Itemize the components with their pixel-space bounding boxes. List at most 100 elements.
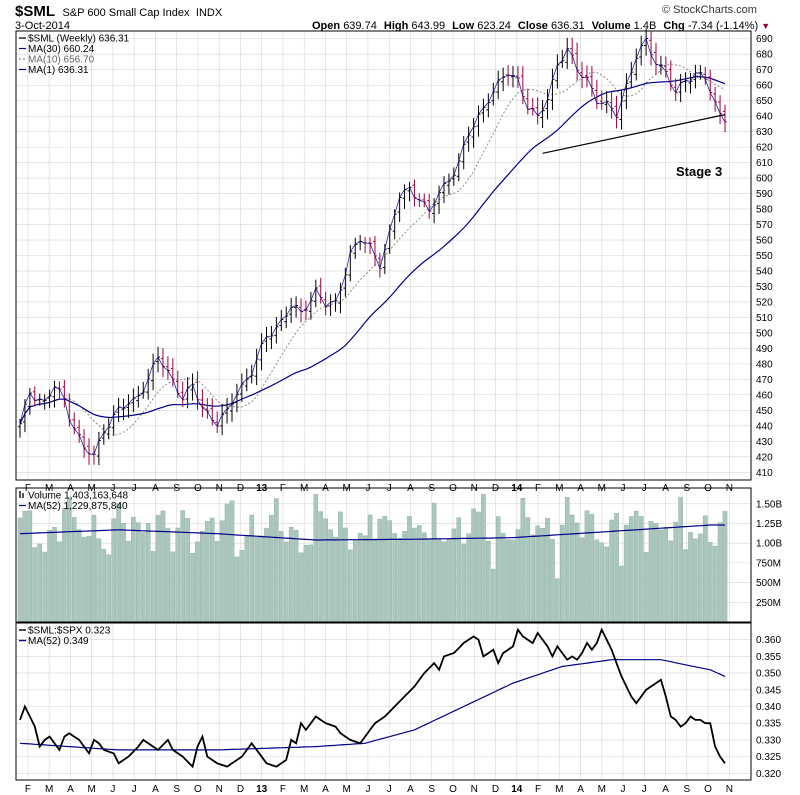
volume-bar xyxy=(67,497,72,623)
price-tick-label: 550 xyxy=(756,251,773,262)
volume-bar xyxy=(293,530,299,623)
x-tick-label: N xyxy=(216,784,223,795)
volume-bar xyxy=(530,534,536,623)
x-tick-label: O xyxy=(704,784,712,795)
volume-bar xyxy=(140,532,146,623)
volume-bar xyxy=(673,521,678,623)
x-tick-label: A xyxy=(322,784,329,795)
x-tick-label: D xyxy=(492,784,499,795)
ratio-tick-label: 0.325 xyxy=(756,752,781,763)
chart-header: $SML S&P 600 Small Cap Index INDX xyxy=(15,3,222,21)
x-tick-label: M xyxy=(343,784,351,795)
volume-bar xyxy=(412,527,417,623)
x-tick-label: J xyxy=(642,483,647,494)
chg-label: Chg xyxy=(663,20,685,32)
volume-bar xyxy=(387,520,393,623)
volume-bar xyxy=(42,551,47,623)
x-tick-label: F xyxy=(535,784,541,795)
down-arrow-icon: ▼ xyxy=(761,21,771,31)
stage-annotation: Stage 3 xyxy=(676,164,723,179)
x-tick-label: O xyxy=(449,483,457,494)
price-bar xyxy=(32,386,37,407)
volume-bar xyxy=(579,537,585,623)
volume-bar xyxy=(343,527,348,623)
volume-bar xyxy=(96,538,102,623)
x-tick-label: J xyxy=(387,784,392,795)
volume-bar xyxy=(540,527,545,623)
volume-bar xyxy=(525,517,531,623)
price-tick-label: 470 xyxy=(756,375,773,386)
x-axis: F M A M J J A S O N D 13 F M A M J J A S O N D 14 F M A M J J A S O NF M A M… xyxy=(25,483,733,795)
volume-bar xyxy=(274,498,279,623)
legend-entry: MA(30) 660.24 xyxy=(28,44,95,55)
price-bar xyxy=(47,389,52,409)
volume-bar xyxy=(461,543,467,623)
price-bar xyxy=(259,333,264,371)
volume-bar xyxy=(308,544,314,623)
volume-bar xyxy=(382,516,388,623)
ratio-line xyxy=(19,627,726,769)
volume-bar xyxy=(264,527,269,623)
volume-bar xyxy=(441,541,447,623)
volume-bar xyxy=(185,518,190,623)
volume-bar xyxy=(170,551,176,623)
volume-bar xyxy=(136,522,141,623)
volume-bar xyxy=(214,541,220,623)
volume-bar xyxy=(693,538,698,623)
quote-line: Open 639.74 High 643.99 Low 623.24 Close… xyxy=(312,20,770,32)
x-tick-label: J xyxy=(621,784,626,795)
x-tick-label: A xyxy=(322,483,329,494)
x-tick-label: F xyxy=(280,483,286,494)
legend-entry: MA(52) 0.349 xyxy=(28,636,89,647)
volume-bar xyxy=(653,522,659,623)
volume-bar xyxy=(545,518,550,623)
volume-bar xyxy=(175,527,181,623)
volume-bar xyxy=(150,551,156,623)
price-bar xyxy=(333,293,338,312)
price-bar xyxy=(584,65,589,88)
price-bar xyxy=(555,54,560,89)
price-bar xyxy=(402,184,407,210)
price-bar xyxy=(313,279,318,308)
ratio-tick-label: 0.360 xyxy=(756,635,781,646)
volume-bar xyxy=(476,511,481,623)
volume-bar xyxy=(648,521,654,623)
volume-frame xyxy=(15,487,752,623)
ratio-tick-label: 0.335 xyxy=(756,719,781,730)
x-tick-label: J xyxy=(365,483,370,494)
price-bar xyxy=(466,126,471,152)
volume-bar xyxy=(614,513,619,623)
price-bar xyxy=(338,282,343,314)
x-tick-label: J xyxy=(642,784,647,795)
x-tick-label: S xyxy=(428,483,435,494)
volume-bar xyxy=(658,529,664,623)
volume-bar xyxy=(313,494,319,623)
price-bar xyxy=(441,176,446,203)
volume-bar xyxy=(205,520,210,623)
volume-bar xyxy=(71,517,77,623)
volume-bar xyxy=(278,531,284,623)
volume-tick-label: 1.00B xyxy=(756,539,782,550)
price-bar xyxy=(594,79,599,110)
volume-bar xyxy=(436,538,442,623)
x-tick-label: M xyxy=(555,483,563,494)
copyright: © StockCharts.com xyxy=(662,4,757,16)
volume-bar xyxy=(126,541,131,623)
x-tick-label: N xyxy=(471,483,478,494)
x-tick-label: F xyxy=(535,483,541,494)
volume-tick-label: 750M xyxy=(756,558,781,569)
price-bar xyxy=(190,373,195,401)
volume-bar xyxy=(200,530,205,623)
price-bar xyxy=(363,236,368,254)
x-tick-label: S xyxy=(173,784,180,795)
volume-bar xyxy=(323,518,328,623)
x-tick-label: J xyxy=(387,483,392,494)
price-bar xyxy=(723,104,727,133)
x-tick-label: S xyxy=(683,784,690,795)
price-tick-label: 610 xyxy=(756,158,773,169)
volume-bar xyxy=(446,538,452,623)
price-bar xyxy=(200,389,205,418)
high-value: 643.99 xyxy=(411,20,446,32)
